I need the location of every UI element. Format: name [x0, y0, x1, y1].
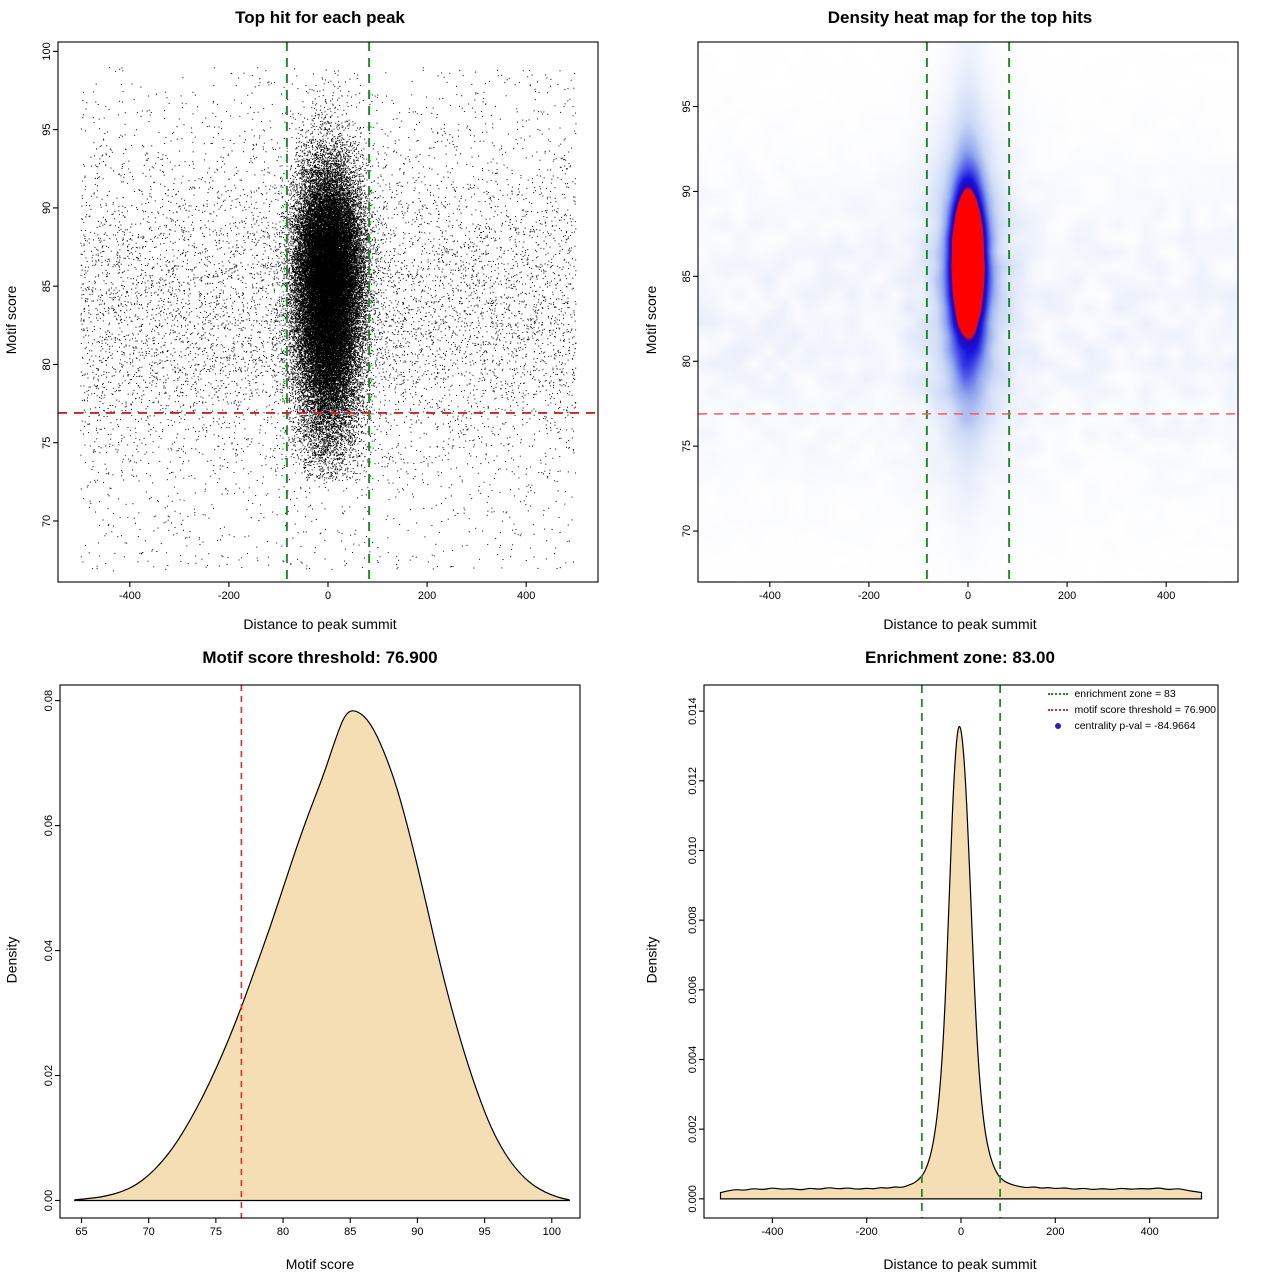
panel-density-heatmap: Density heat map for the top hits Distan…	[640, 0, 1280, 640]
legend-row: motif score threshold = 76.900	[1048, 702, 1216, 718]
panel-score-density: Motif score threshold: 76.900 Motif scor…	[0, 640, 640, 1280]
y-axis-label-text: Motif score	[643, 285, 659, 355]
legend-label-centrality: centrality p-val = -84.9664	[1074, 720, 1196, 732]
legend-label-threshold: motif score threshold = 76.900	[1074, 704, 1216, 716]
legend-row: enrichment zone = 83	[1048, 686, 1216, 702]
y-axis-label-text: Density	[3, 936, 19, 984]
legend-swatch-centrality-dot	[1048, 722, 1068, 730]
top-hit-scatter-canvas	[0, 0, 640, 640]
chart-title-heatmap: Density heat map for the top hits	[827, 8, 1093, 27]
centrality-dot-icon	[1055, 723, 1062, 729]
density-heatmap-canvas	[640, 0, 1280, 640]
legend-label-enrichment: enrichment zone = 83	[1074, 688, 1176, 700]
chart-title-score-density: Motif score threshold: 76.900	[202, 648, 438, 667]
y-axis-label-distance-density: Density	[642, 640, 660, 1280]
y-axis-label-scatter: Motif score	[2, 0, 20, 640]
x-axis-label-scatter: Distance to peak summit	[243, 616, 397, 632]
distance-density-canvas	[640, 640, 1280, 1280]
y-axis-label-heatmap: Motif score	[642, 0, 660, 640]
chart-title-scatter: Top hit for each peak	[235, 8, 405, 27]
x-axis-label-distance-density: Distance to peak summit	[883, 1256, 1037, 1272]
legend-swatch-enrichment-line	[1048, 693, 1069, 695]
y-axis-label-score-density: Density	[2, 640, 20, 1280]
y-axis-label-text: Motif score	[3, 285, 19, 355]
panel-top-hit-scatter: Top hit for each peak Distance to peak s…	[0, 0, 640, 640]
x-axis-label-heatmap: Distance to peak summit	[883, 616, 1037, 632]
legend-swatch-threshold-line	[1048, 709, 1069, 711]
plot-legend: enrichment zone = 83 motif score thresho…	[1048, 686, 1216, 734]
panel-distance-density: Enrichment zone: 83.00 Distance to peak …	[640, 640, 1280, 1280]
score-density-canvas	[0, 640, 640, 1280]
legend-row: centrality p-val = -84.9664	[1048, 718, 1216, 734]
chart-title-distance-density: Enrichment zone: 83.00	[865, 648, 1055, 667]
x-axis-label-score-density: Motif score	[285, 1256, 355, 1272]
y-axis-label-text: Density	[643, 936, 659, 984]
